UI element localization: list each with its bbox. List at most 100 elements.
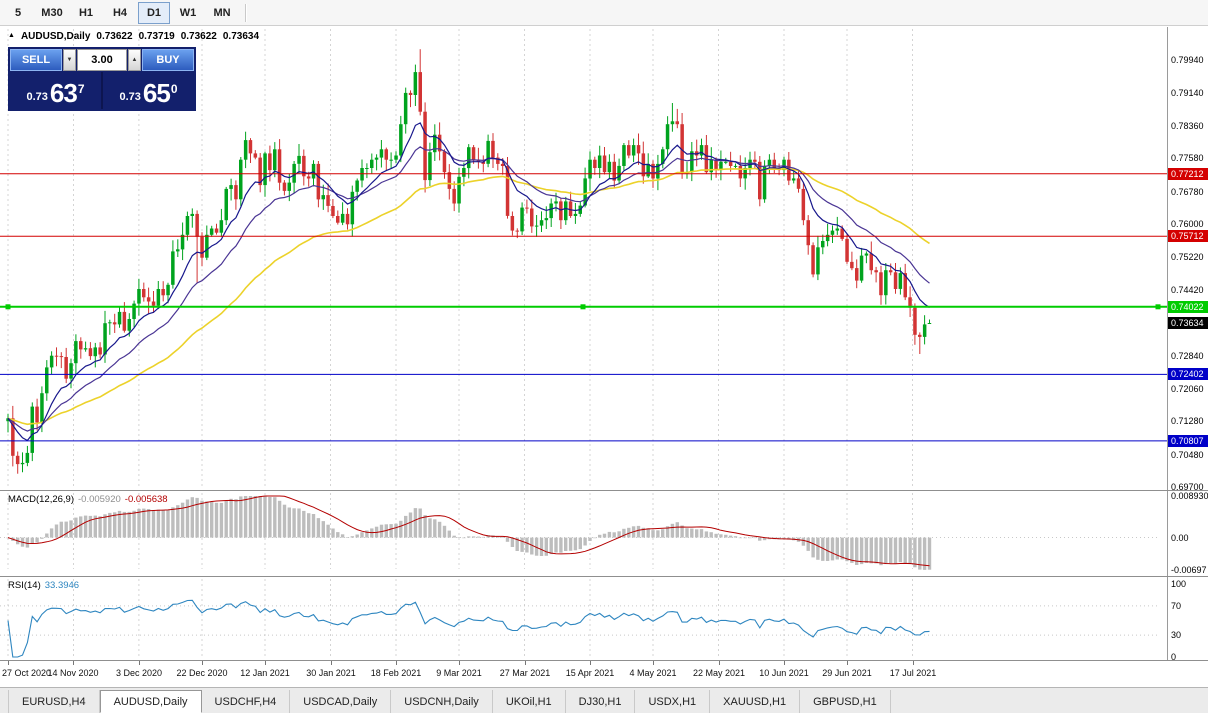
candle-body xyxy=(782,159,786,171)
chart-tab-AUDUSD,Daily[interactable]: AUDUSD,Daily xyxy=(99,690,202,713)
candle-body xyxy=(103,323,107,355)
timeframe-toolbar: 5 M30 H1 H4 D1 W1 MN xyxy=(0,0,1208,26)
macd-bar xyxy=(830,537,835,561)
candle-body xyxy=(612,161,616,181)
chart-tab-USDCHF,H4[interactable]: USDCHF,H4 xyxy=(202,690,291,713)
axis-label: 30 xyxy=(1171,630,1182,640)
macd-bar xyxy=(355,534,359,538)
macd-bar xyxy=(471,536,476,538)
candle-body xyxy=(869,253,873,271)
buy-price[interactable]: 0.73 65 0 xyxy=(103,72,194,109)
macd-bar xyxy=(806,537,810,551)
candle-body xyxy=(224,188,228,221)
candle-body xyxy=(200,236,204,258)
candle-body xyxy=(559,201,563,221)
panel-splitter-rsi[interactable] xyxy=(0,576,1208,577)
candle-body xyxy=(554,201,558,204)
volume-input[interactable]: 3.00 xyxy=(77,49,127,71)
macd-bar xyxy=(573,537,578,551)
macd-bar xyxy=(622,528,626,538)
chart-area[interactable]: ▲ AUDUSD,Daily 0.73622 0.73719 0.73622 0… xyxy=(0,27,1167,660)
macd-bar xyxy=(428,518,432,538)
volume-increase-button[interactable]: ▲ xyxy=(128,49,141,71)
time-label: 27 Mar 2021 xyxy=(499,668,551,678)
price-axis[interactable]: 0.79940 0.79140 0.78360 0.77580 0.76780 0.760… xyxy=(1167,27,1208,662)
sell-button[interactable]: SELL xyxy=(10,49,62,71)
hline-handle[interactable] xyxy=(580,304,586,310)
candle-body xyxy=(447,172,452,189)
chart-tab-USDCNH,Daily[interactable]: USDCNH,Daily xyxy=(391,690,493,713)
time-label: 14 Nov 2020 xyxy=(47,668,99,678)
panel-splitter-macd[interactable] xyxy=(0,490,1208,491)
time-axis[interactable]: 27 Oct 2020 14 Nov 2020 3 Dec 2020 22 Dec 2… xyxy=(0,661,1208,687)
timeframe-button-MN[interactable]: MN xyxy=(213,6,231,19)
macd-bar xyxy=(171,507,175,538)
candle-body xyxy=(321,195,325,200)
hline-handle[interactable] xyxy=(5,304,11,310)
macd-bar xyxy=(835,537,839,560)
timeframe-button-5[interactable]: 5 xyxy=(14,6,22,19)
candle-body xyxy=(74,341,78,364)
chart-tab-USDX,H1[interactable]: USDX,H1 xyxy=(635,690,711,713)
candle-body xyxy=(704,145,709,173)
candle-body xyxy=(214,228,219,233)
candle-body xyxy=(403,92,408,125)
macd-bar xyxy=(205,501,209,538)
timeframe-button-W1[interactable]: W1 xyxy=(179,6,197,19)
macd-bar xyxy=(554,537,558,553)
candle-body xyxy=(127,319,131,331)
macd-bar xyxy=(93,515,97,538)
candle-body xyxy=(850,261,854,269)
macd-bar xyxy=(224,500,228,538)
time-label: 22 Dec 2020 xyxy=(176,668,228,678)
price-tag-0.72402: 0.72402 xyxy=(1168,368,1208,380)
timeframe-button-H1[interactable]: H1 xyxy=(78,6,94,19)
candle-body xyxy=(874,270,878,273)
candle-body xyxy=(767,159,772,166)
macd-bar xyxy=(520,537,524,552)
candle-body xyxy=(525,207,529,209)
chart-tab-EURUSD,H4[interactable]: EURUSD,H4 xyxy=(8,690,100,713)
axis-label: 0.76780 xyxy=(1171,187,1204,197)
timeframe-button-D1[interactable]: D1 xyxy=(138,1,170,24)
chart-tab-GBPUSD,H1[interactable]: GBPUSD,H1 xyxy=(800,690,891,713)
sell-price[interactable]: 0.73 63 7 xyxy=(10,72,101,109)
macd-bar xyxy=(651,530,655,538)
panel-splitter-time[interactable] xyxy=(0,660,1208,661)
chart-tab-XAUUSD,H1[interactable]: XAUUSD,H1 xyxy=(710,690,801,713)
axis-label: 0.79140 xyxy=(1171,88,1204,98)
macd-bar xyxy=(869,537,873,564)
candle-body xyxy=(30,406,34,453)
macd-bar xyxy=(321,521,325,538)
chart-canvas[interactable] xyxy=(0,27,1167,660)
hline-handle[interactable] xyxy=(1155,304,1161,310)
macd-bar xyxy=(598,534,602,538)
time-label: 27 Oct 2020 xyxy=(2,668,52,678)
ma-line-50 xyxy=(7,167,930,426)
macd-bar xyxy=(35,537,39,543)
candle-body xyxy=(825,234,830,242)
macd-bar xyxy=(156,509,161,538)
chart-tab-UKOil,H1[interactable]: UKOil,H1 xyxy=(493,690,566,713)
timeframe-button-M30[interactable]: M30 xyxy=(41,6,63,19)
axis-label: 0.72060 xyxy=(1171,384,1204,394)
candle-body xyxy=(661,149,665,164)
chart-tabs-bar: EURUSD,H4 AUDUSD,Daily USDCHF,H4 USDCAD,Dai… xyxy=(0,687,1208,713)
candle-body xyxy=(476,159,481,162)
axis-label: 0.78360 xyxy=(1171,121,1204,131)
candle-body xyxy=(627,145,631,156)
buy-button[interactable]: BUY xyxy=(142,49,194,71)
macd-bar xyxy=(568,537,573,551)
candle-body xyxy=(738,165,743,179)
candle-body xyxy=(864,253,869,256)
axis-label: 0.72840 xyxy=(1171,351,1204,361)
chart-tab-DJ30,H1[interactable]: DJ30,H1 xyxy=(566,690,636,713)
macd-bar xyxy=(127,511,131,538)
candle-body xyxy=(845,238,849,262)
timeframe-button-H4[interactable]: H4 xyxy=(112,6,128,19)
macd-bar xyxy=(646,528,650,538)
volume-decrease-button[interactable]: ▼ xyxy=(63,49,76,71)
macd-bar xyxy=(481,536,485,538)
macd-bar xyxy=(122,511,127,538)
chart-tab-USDCAD,Daily[interactable]: USDCAD,Daily xyxy=(290,690,392,713)
